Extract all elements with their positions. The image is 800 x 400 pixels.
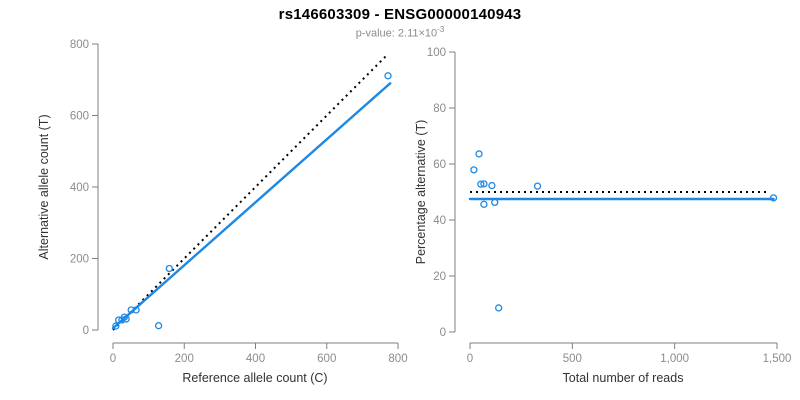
data-point <box>165 264 173 273</box>
y-tick-label: 200 <box>70 254 89 266</box>
data-point <box>115 316 123 324</box>
x-tick-label: 600 <box>317 353 336 365</box>
y-tick-label: 600 <box>70 111 89 123</box>
y-tick-label: 40 <box>433 215 446 227</box>
data-point <box>120 313 129 321</box>
identity-line <box>112 53 389 331</box>
x-axis-title: Total number of reads <box>563 371 684 385</box>
x-axis-title: Reference allele count (C) <box>182 371 327 385</box>
data-point <box>132 306 140 314</box>
data-point <box>154 322 163 330</box>
y-tick-label: 20 <box>433 271 446 283</box>
p-value-exponent: -3 <box>437 25 445 34</box>
data-point <box>480 200 488 208</box>
data-point <box>495 304 503 312</box>
data-point <box>127 306 135 314</box>
fit-line <box>111 82 392 330</box>
data-point <box>480 180 488 188</box>
data-point <box>769 194 778 202</box>
data-point <box>533 182 542 190</box>
data-point <box>122 315 130 323</box>
data-point <box>470 166 478 174</box>
y-tick-label: 800 <box>70 39 89 51</box>
x-tick-label: 400 <box>246 353 265 365</box>
x-tick-label: 1,000 <box>660 353 689 365</box>
y-tick-label: 0 <box>83 325 89 337</box>
x-tick-label: 500 <box>563 353 582 365</box>
data-point <box>488 181 496 190</box>
data-point <box>475 150 483 158</box>
p-value-subtitle: p-value: 2.11×10-3 <box>0 25 800 40</box>
data-point <box>384 72 392 80</box>
y-tick-label: 0 <box>440 327 446 339</box>
x-tick-label: 0 <box>110 353 116 365</box>
x-tick-label: 1,500 <box>763 353 792 365</box>
data-point <box>491 198 499 207</box>
allele-count-scatter: 0 200 400 600 800 0 200 400 600 800 Reference alle… <box>37 39 408 385</box>
x-tick-label: 200 <box>175 353 194 365</box>
x-tick-label: 800 <box>388 353 407 365</box>
data-point <box>477 180 485 188</box>
y-tick-label: 400 <box>70 182 89 194</box>
p-value-base: p-value: 2.11×10 <box>355 27 438 40</box>
data-point <box>112 322 120 330</box>
y-axis-title: Alternative allele count (T) <box>37 114 51 259</box>
figure-title: rs146603309 - ENSG00000140943 <box>278 6 522 23</box>
y-tick-label: 60 <box>433 159 446 171</box>
y-axis-title: Percentage alternative (T) <box>414 120 428 265</box>
percentage-scatter: 0 500 1,000 1,500 0 20 40 60 80 100 Total number o… <box>414 47 791 385</box>
y-tick-label: 80 <box>433 103 446 115</box>
y-tick-label: 100 <box>427 47 446 59</box>
x-tick-label: 0 <box>467 353 473 365</box>
